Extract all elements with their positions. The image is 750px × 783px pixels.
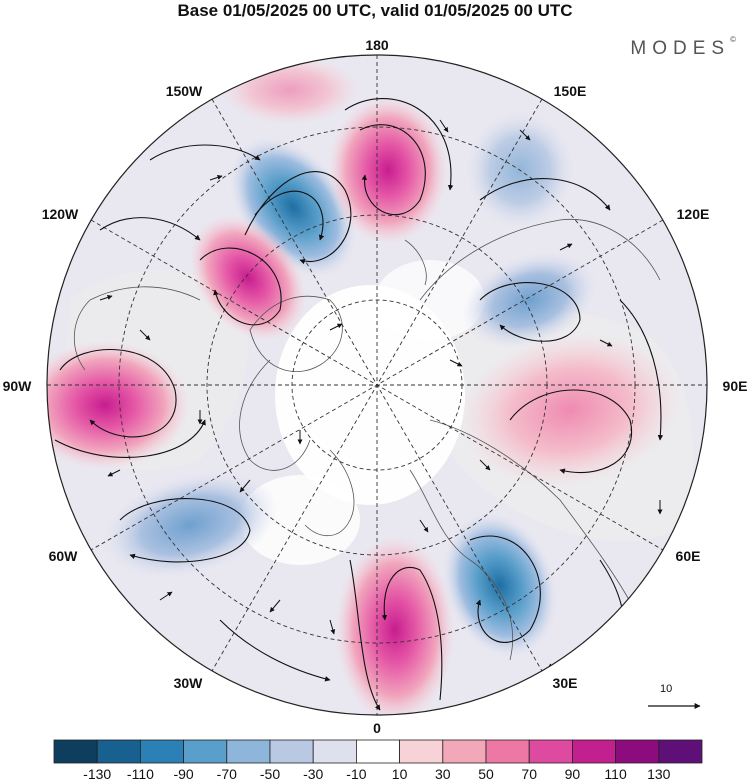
colorbar-swatch — [442, 739, 487, 764]
copyright-mark: © — [730, 35, 736, 44]
coastlines — [73, 218, 661, 661]
colorbar-swatch — [658, 739, 703, 764]
colorbar-tick-label: -30 — [303, 766, 323, 782]
colorbar-tick-label: 50 — [478, 766, 494, 782]
anomaly-pos-hudson — [47, 340, 190, 470]
lon-label-30e: 30E — [553, 675, 578, 691]
colorbar-tick-label: -70 — [217, 766, 237, 782]
anomaly-pos-siberia — [460, 333, 680, 487]
anomaly-neg-north-atlantic — [102, 471, 278, 579]
anomaly-field — [47, 55, 707, 715]
colorbar-swatch — [139, 739, 184, 764]
colorbar-tick-label: 110 — [604, 766, 627, 782]
lon-label-90e: 90E — [723, 378, 748, 394]
polar-map: 180 150E 120E 90E 60E 30E 0 30W 60W 90W … — [3, 37, 748, 735]
colorbar-tick-label: -90 — [173, 766, 193, 782]
colorbar-swatch — [615, 739, 660, 764]
streamlines — [54, 98, 664, 711]
colorbar-swatch — [312, 739, 357, 764]
lon-label-150w: 150W — [166, 83, 203, 99]
colorbar-swatch — [528, 739, 573, 764]
colorbar-tick-label: 30 — [435, 766, 451, 782]
lon-label-180: 180 — [365, 37, 389, 53]
anomaly-pos-norwegian-sea — [335, 535, 455, 715]
lon-label-150e: 150E — [554, 83, 587, 99]
wind-vectors — [99, 119, 663, 669]
colorbar-swatch — [96, 739, 141, 764]
meridians — [47, 55, 707, 715]
colorbar-swatch — [572, 739, 617, 764]
colorbar-tick-label: 90 — [565, 766, 581, 782]
anomaly-pos-pacific-west — [220, 55, 360, 125]
lon-label-60e: 60E — [676, 548, 701, 564]
colorbar-swatch — [226, 739, 271, 764]
lon-label-60w: 60W — [49, 548, 79, 564]
colorbar-swatch — [355, 739, 400, 764]
colorbar-tick-label: -110 — [127, 766, 154, 782]
lon-label-120w: 120W — [42, 206, 79, 222]
colorbar-tick-label: 70 — [521, 766, 537, 782]
colorbar-swatch — [183, 739, 228, 764]
lon-label-30w: 30W — [174, 675, 204, 691]
lon-label-90w: 90W — [3, 378, 33, 394]
map-boundary — [46, 54, 708, 716]
colorbar-ticks: -130 -110 -90 -70 -50 -30 -10 10 30 50 70 90 110 130 — [83, 766, 671, 782]
colorbar-swatch — [53, 739, 98, 764]
colorbar-tick-label: -130 — [83, 766, 111, 782]
anomaly-pos-alaska — [189, 214, 307, 342]
colorbar-tick-label: 10 — [392, 766, 408, 782]
brand-logo: MODES© — [630, 35, 736, 60]
colorbar-swatch — [485, 739, 530, 764]
colorbar-swatches — [53, 739, 703, 764]
lon-label-0: 0 — [373, 720, 381, 735]
lon-label-120e: 120E — [677, 206, 710, 222]
reference-vector-label: 10 — [660, 683, 673, 695]
colorbar-tick-label: -10 — [346, 766, 366, 782]
map-title: Base 01/05/2025 00 UTC, valid 01/05/2025… — [177, 1, 573, 20]
colorbar-swatch — [399, 739, 444, 764]
anomaly-neg-central-siberia — [462, 251, 598, 349]
colorbar-tick-label: -50 — [260, 766, 280, 782]
brand-text: MODES — [630, 38, 731, 59]
colorbar-swatch — [269, 739, 314, 764]
anomaly-pos-north-pacific — [328, 95, 448, 245]
colorbar-tick-label: 130 — [647, 766, 671, 782]
